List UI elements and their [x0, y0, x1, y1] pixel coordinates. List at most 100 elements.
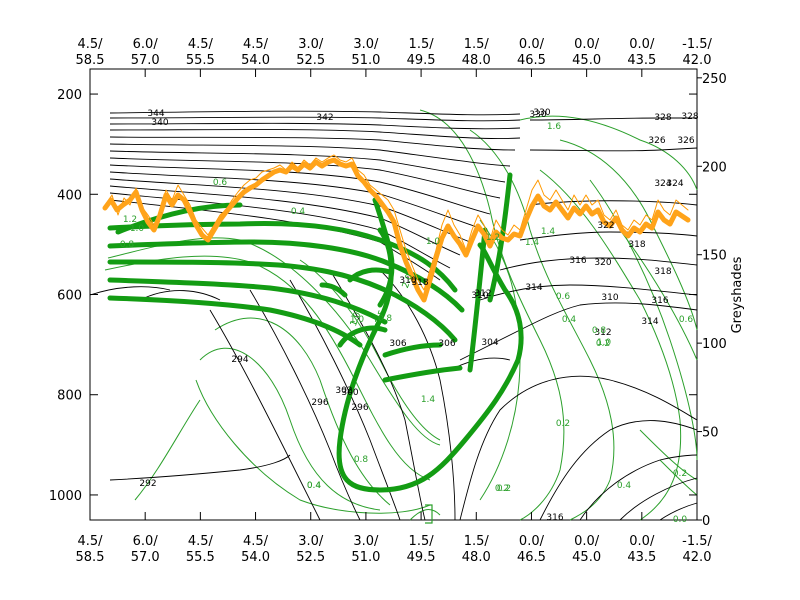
right-axis-label: Greyshades	[730, 256, 745, 333]
contour-labels: 2922942963023063103123143163183243263283…	[120, 108, 699, 525]
green-isoline-label: 1.6	[547, 122, 562, 132]
green-isoline-label: 0.4	[562, 315, 577, 325]
isentrope-label: 296	[351, 403, 368, 413]
isentrope-label: 318	[411, 278, 428, 288]
isentrope-label: 328	[681, 112, 698, 122]
x-tick-label: 42.0	[683, 53, 712, 68]
green-isoline-label: 1.2	[123, 215, 137, 225]
green-isoline-label: 0.2	[673, 469, 687, 479]
x-tick-label: 3.0/	[298, 37, 324, 52]
orange-lines	[102, 154, 691, 303]
x-tick-label: 55.5	[186, 550, 215, 565]
green-isoline-label: 0.6	[679, 315, 694, 325]
green-isoline-label: 0.4	[617, 481, 632, 491]
x-tick-label: 46.5	[517, 550, 546, 565]
green-isoline-label: 0.8	[592, 326, 607, 336]
isentrope-label: 316	[546, 513, 563, 523]
right-tick-label: 250	[702, 72, 727, 87]
right-tick-label: 200	[702, 160, 727, 175]
isentrope-label: 330	[533, 108, 550, 118]
isentrope-label: 318	[628, 240, 645, 250]
isentrope-label: 294	[231, 355, 248, 365]
x-tick-label: 48.0	[462, 53, 491, 68]
green-isoline-label: 0.0	[673, 515, 688, 525]
isentrope-label: 328	[654, 113, 671, 123]
green-isoline-label: 1.0	[597, 338, 612, 348]
thick-contour-label: 2.0	[401, 273, 415, 290]
x-tick-label: 49.5	[407, 550, 436, 565]
green-isoline-label: 1.0	[350, 315, 365, 325]
contours	[89, 109, 698, 521]
x-tick-label: 46.5	[517, 53, 546, 68]
isentrope-label: 316	[569, 256, 586, 266]
left-tick-label: 200	[57, 88, 82, 103]
isentrope-label: 326	[648, 136, 665, 146]
isentrope-label: 342	[316, 113, 333, 123]
left-tick-label: 400	[57, 188, 82, 203]
x-tick-label: 57.0	[131, 53, 160, 68]
x-tick-label: 4.5/	[188, 37, 214, 52]
x-tick-label: 54.0	[241, 550, 270, 565]
x-tick-label: 4.5/	[188, 534, 214, 549]
bottom-x-ticks: 4.5/58.56.0/57.04.5/55.54.5/54.03.0/52.5…	[76, 512, 712, 565]
isentrope-label: 320	[594, 258, 611, 268]
isentrope-label: 314	[641, 317, 658, 327]
x-tick-label: 49.5	[407, 53, 436, 68]
isentrope-label: 312	[474, 289, 491, 299]
x-tick-label: 0.0/	[629, 37, 655, 52]
x-tick-label: 58.5	[76, 550, 105, 565]
isentrope-label: 314	[525, 283, 542, 293]
left-tick-label: 800	[57, 389, 82, 404]
isentrope-label: 318	[654, 267, 671, 277]
isentrope-label: 324	[666, 179, 683, 189]
x-tick-label: 45.0	[572, 53, 601, 68]
left-tick-label: 1000	[49, 489, 82, 504]
x-tick-label: -1.5/	[682, 37, 712, 52]
x-tick-label: 1.5/	[464, 534, 490, 549]
isentrope-label: 310	[399, 276, 416, 286]
isentrope-label: 300	[341, 388, 358, 398]
green-isoline-label: 1.4	[525, 238, 540, 248]
isentrope-label: 306	[389, 339, 406, 349]
green-isoline-label: 1.0	[426, 237, 441, 247]
green-isoline-label: 0.2	[556, 419, 570, 429]
isentrope-label: 310	[471, 291, 488, 301]
x-tick-label: 4.5/	[243, 37, 269, 52]
isentrope-label: 296	[311, 398, 328, 408]
green-isoline-label: 1.4	[421, 395, 436, 405]
x-tick-label: 54.0	[241, 53, 270, 68]
x-tick-label: 6.0/	[133, 37, 159, 52]
x-tick-label: 48.0	[462, 550, 491, 565]
black-isentropes	[89, 110, 698, 521]
green-isoline-label: 0.6	[213, 178, 228, 188]
isentrope-label: 340	[151, 118, 168, 128]
x-tick-label: 52.5	[296, 53, 325, 68]
x-tick-label: 1.5/	[409, 534, 435, 549]
x-tick-label: 0.0/	[574, 534, 600, 549]
green-isoline-label: 0.2	[495, 484, 509, 494]
thick-contour-label: 1.0	[349, 311, 363, 328]
x-tick-label: 4.5/	[77, 534, 103, 549]
isentrope-label: 292	[139, 479, 156, 489]
green-isoline-label: 1.2	[486, 233, 500, 243]
isentrope-label: 310	[601, 293, 618, 303]
right-tick-label: 150	[702, 249, 727, 264]
x-tick-label: 0.0/	[629, 534, 655, 549]
isentrope-label: 316	[651, 296, 668, 306]
right-axis: 0 50 100 150 200 250	[697, 72, 727, 529]
isentrope-label: 304	[481, 338, 498, 348]
left-axis: 200 400 600 800 1000	[49, 88, 697, 504]
x-tick-label: 3.0/	[298, 534, 324, 549]
x-tick-label: 4.5/	[243, 534, 269, 549]
x-tick-label: 0.0/	[519, 37, 545, 52]
isentrope-label: 312	[594, 328, 611, 338]
green-isoline-label: 0.8	[378, 314, 393, 324]
x-tick-label: 43.5	[627, 53, 656, 68]
x-tick-label: 57.0	[131, 550, 160, 565]
isentrope-label: 324	[654, 179, 671, 189]
green-isoline-label: 0.6	[556, 292, 571, 302]
green-isoline-label: 0.4	[291, 207, 306, 217]
green-isoline-label: 0.2	[596, 339, 610, 349]
right-tick-label: 0	[702, 514, 710, 529]
